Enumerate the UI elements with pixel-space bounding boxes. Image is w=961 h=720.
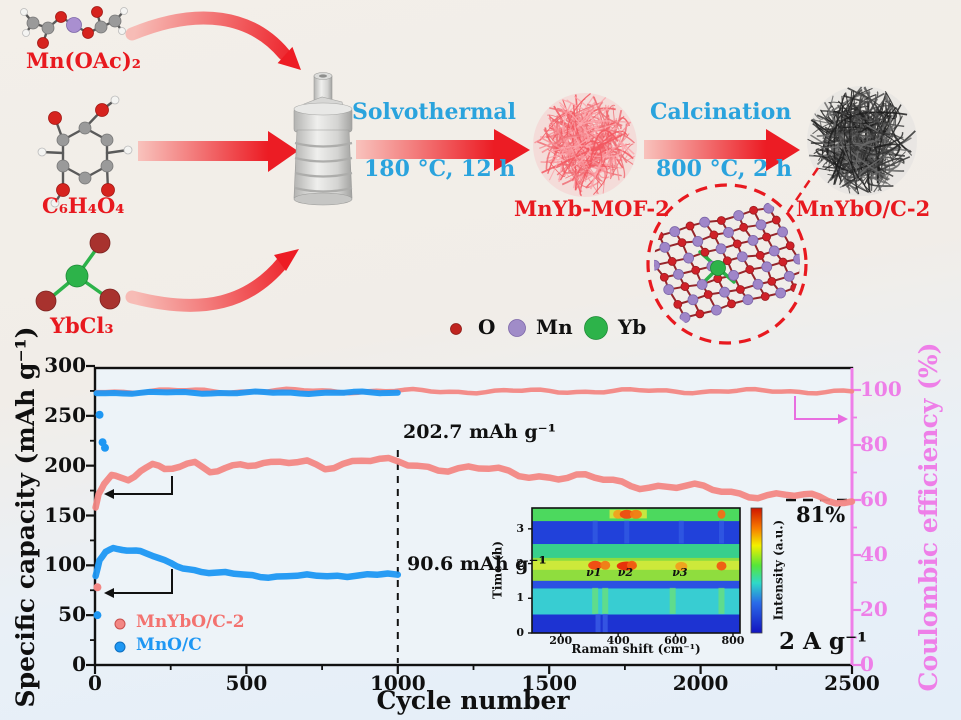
data-series bbox=[92, 386, 856, 620]
black-sphere-illustration bbox=[807, 86, 917, 196]
molecule-c6h4o4 bbox=[37, 95, 133, 208]
autoclave-illustration bbox=[293, 72, 353, 206]
arrow-mn-acetate-to-autoclave bbox=[125, 11, 301, 70]
crystal-structure-illustration bbox=[654, 202, 800, 323]
arrow-c6h4o4-to-autoclave bbox=[138, 131, 298, 172]
arrow-to-left-axis-pink bbox=[104, 476, 173, 499]
mof-sphere-illustration bbox=[533, 93, 637, 197]
main-axis-ticks bbox=[86, 364, 861, 674]
atom-legend-swatches bbox=[450, 316, 608, 340]
inset-raman-heatmap bbox=[528, 507, 741, 637]
arrow-ybcl3-to-autoclave bbox=[125, 249, 299, 312]
arrow-to-right-axis-ce bbox=[794, 396, 848, 424]
arrow-calcination-step bbox=[644, 129, 800, 171]
arrow-to-left-axis-blue bbox=[104, 569, 173, 598]
molecule-ybcl3 bbox=[35, 232, 121, 312]
series-legend-markers bbox=[114, 618, 126, 653]
inset-colorbar bbox=[750, 507, 763, 634]
magnifier-dashed-circle bbox=[646, 167, 820, 345]
arrow-solvothermal-step bbox=[356, 129, 530, 171]
molecule-mn-acetate bbox=[20, 6, 128, 49]
